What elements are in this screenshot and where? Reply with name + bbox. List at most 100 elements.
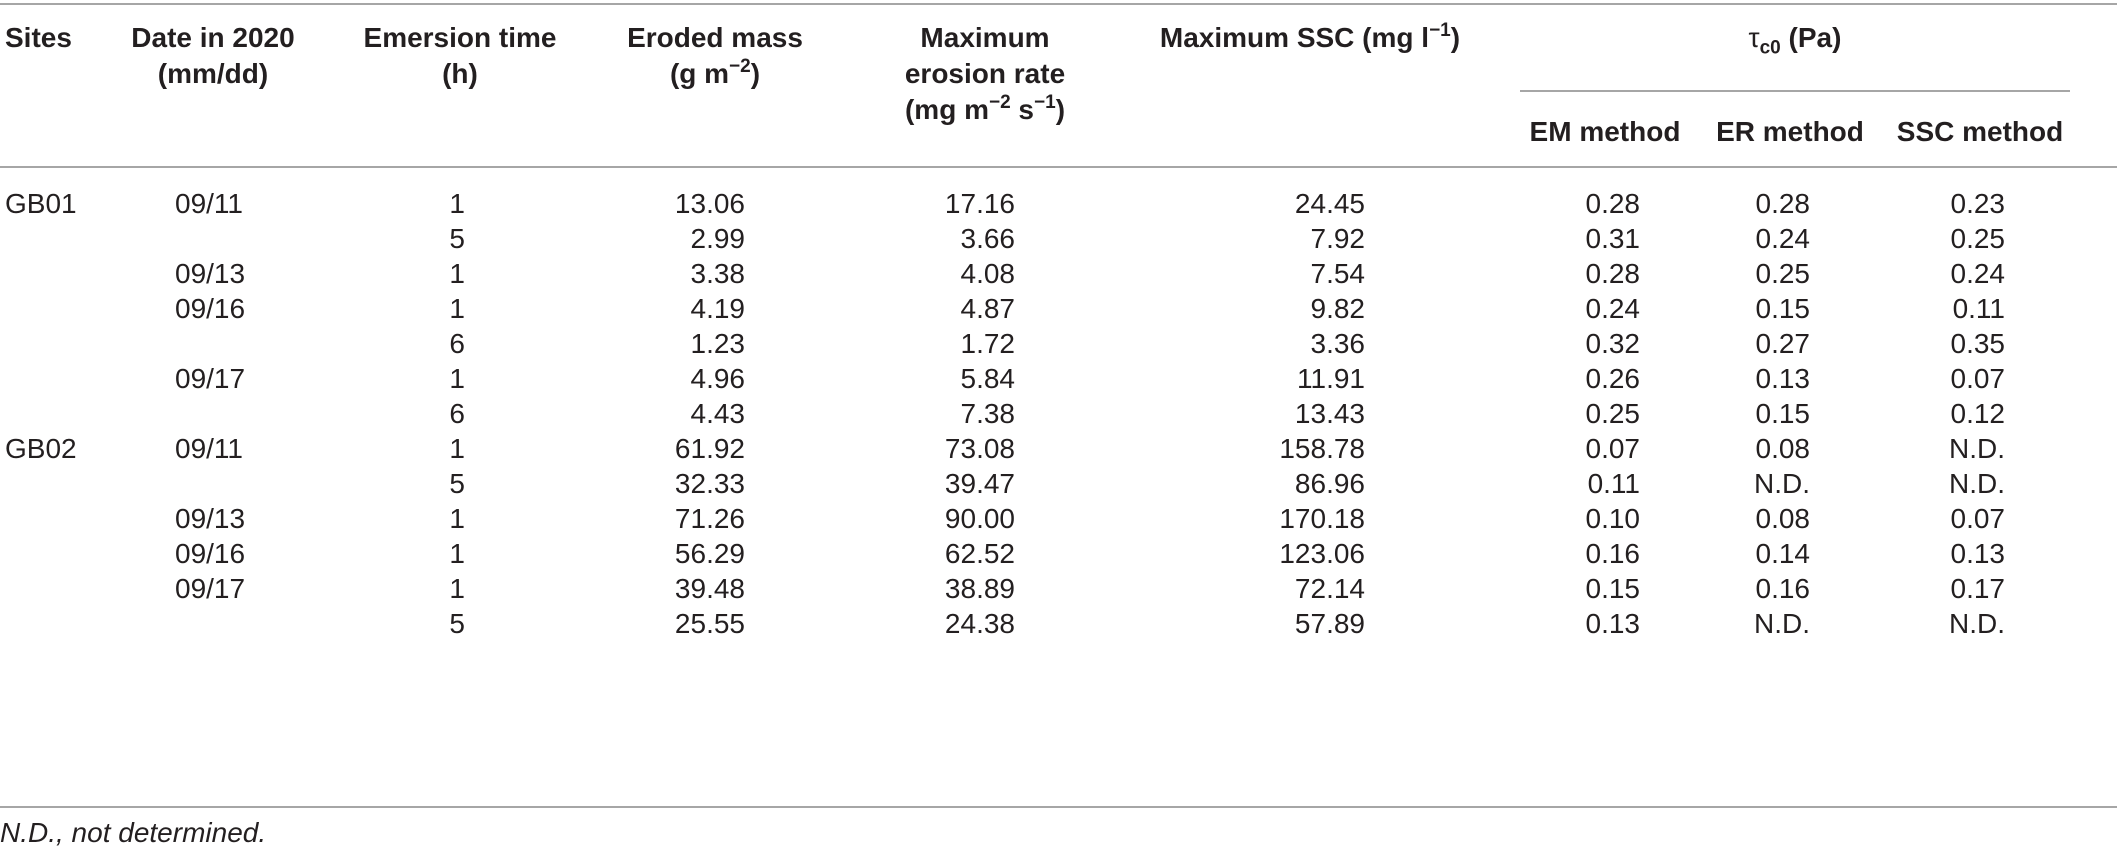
cell-em-method: 0.16 xyxy=(1585,538,1641,569)
cell-eroded-mass: 2.99 xyxy=(690,223,746,254)
header-er-method: ER method xyxy=(1716,116,1864,147)
header-date: Date in 2020 (mm/dd) xyxy=(131,22,295,89)
cell-em-method: 0.11 xyxy=(1587,468,1640,499)
cell-date: 09/11 xyxy=(175,188,243,219)
cell-er-method: 0.16 xyxy=(1755,573,1811,604)
header-em-method: EM method xyxy=(1529,116,1681,147)
cell-date: 09/17 xyxy=(175,363,246,394)
cell-ssc-method: 0.17 xyxy=(1950,573,2006,604)
cell-max-ssc: 72.14 xyxy=(1294,573,1365,604)
cell-ssc-method: 0.11 xyxy=(1952,293,2005,324)
cell-eroded-mass: 61.92 xyxy=(674,433,745,464)
cell-max-erosion-rate: 3.66 xyxy=(960,223,1016,254)
cell-ssc-method: 0.07 xyxy=(1950,503,2006,534)
cell-max-erosion-rate: 73.08 xyxy=(944,433,1015,464)
cell-eroded-mass: 3.38 xyxy=(690,258,746,289)
cell-er-method: 0.13 xyxy=(1755,363,1811,394)
cell-er-method: 0.27 xyxy=(1755,328,1811,359)
header-eroded-mass: Eroded mass (g m−2) xyxy=(627,22,803,89)
cell-max-erosion-rate: 7.38 xyxy=(960,398,1016,429)
table-bottom-rule xyxy=(0,806,2117,808)
cell-eroded-mass: 4.96 xyxy=(690,363,746,394)
cell-emersion-time: 5 xyxy=(449,223,465,254)
cell-emersion-time: 1 xyxy=(449,433,465,464)
cell-emersion-time: 5 xyxy=(449,468,465,499)
cell-ssc-method: N.D. xyxy=(1949,433,2005,464)
cell-max-erosion-rate: 5.84 xyxy=(960,363,1016,394)
cell-emersion-time: 1 xyxy=(449,573,465,604)
cell-max-erosion-rate: 90.00 xyxy=(944,503,1015,534)
cell-max-erosion-rate: 24.38 xyxy=(944,608,1015,639)
header-sites: Sites xyxy=(5,22,72,53)
header-max-erosion-rate: Maximum erosion rate (mg m−2 s−1) xyxy=(904,22,1066,125)
header-ssc-method: SSC method xyxy=(1896,116,2064,147)
cell-max-erosion-rate: 39.47 xyxy=(944,468,1015,499)
cell-er-method: N.D. xyxy=(1754,608,1810,639)
cell-ssc-method: 0.23 xyxy=(1950,188,2006,219)
cell-max-ssc: 170.18 xyxy=(1279,503,1365,534)
cell-max-ssc: 123.06 xyxy=(1279,538,1365,569)
cell-emersion-time: 5 xyxy=(449,608,465,639)
cell-max-ssc: 11.91 xyxy=(1297,363,1365,394)
cell-em-method: 0.31 xyxy=(1585,223,1641,254)
cell-em-method: 0.28 xyxy=(1585,258,1641,289)
cell-date: 09/17 xyxy=(175,573,246,604)
cell-em-method: 0.13 xyxy=(1585,608,1641,639)
cell-max-erosion-rate: 38.89 xyxy=(944,573,1015,604)
cell-er-method: 0.08 xyxy=(1755,503,1811,534)
cell-max-ssc: 7.54 xyxy=(1310,258,1366,289)
cell-eroded-mass: 32.33 xyxy=(674,468,745,499)
cell-ssc-method: N.D. xyxy=(1949,608,2005,639)
cell-max-ssc: 3.36 xyxy=(1310,328,1366,359)
cell-ssc-method: N.D. xyxy=(1949,468,2005,499)
cell-max-erosion-rate: 17.16 xyxy=(944,188,1015,219)
cell-em-method: 0.24 xyxy=(1585,293,1641,324)
cell-ssc-method: 0.07 xyxy=(1950,363,2006,394)
cell-eroded-mass: 25.55 xyxy=(674,608,745,639)
cell-er-method: 0.08 xyxy=(1755,433,1811,464)
cell-max-ssc: 57.89 xyxy=(1294,608,1365,639)
cell-ssc-method: 0.25 xyxy=(1950,223,2006,254)
cell-em-method: 0.07 xyxy=(1585,433,1641,464)
header-bottom-rule xyxy=(0,166,2117,168)
cell-date: 09/13 xyxy=(175,503,246,534)
table-footnote: N.D., not determined. xyxy=(0,817,267,848)
cell-date: 09/16 xyxy=(175,538,246,569)
cell-em-method: 0.10 xyxy=(1585,503,1641,534)
cell-ssc-method: 0.12 xyxy=(1950,398,2006,429)
cell-emersion-time: 1 xyxy=(449,293,465,324)
cell-ssc-method: 0.35 xyxy=(1950,328,2006,359)
cell-er-method: 0.28 xyxy=(1755,188,1811,219)
cell-emersion-time: 1 xyxy=(449,538,465,569)
cell-date: 09/13 xyxy=(175,258,246,289)
tau-group-rule xyxy=(1520,90,2070,92)
cell-er-method: N.D. xyxy=(1754,468,1810,499)
table-top-rule xyxy=(0,3,2117,5)
cell-er-method: 0.24 xyxy=(1755,223,1811,254)
cell-max-erosion-rate: 4.87 xyxy=(960,293,1016,324)
cell-eroded-mass: 13.06 xyxy=(674,188,745,219)
cell-site: GB01 xyxy=(5,188,77,219)
cell-emersion-time: 1 xyxy=(449,363,465,394)
cell-emersion-time: 1 xyxy=(449,258,465,289)
cell-eroded-mass: 71.26 xyxy=(674,503,745,534)
cell-ssc-method: 0.13 xyxy=(1950,538,2006,569)
cell-eroded-mass: 39.48 xyxy=(674,573,745,604)
cell-eroded-mass: 56.29 xyxy=(674,538,745,569)
cell-eroded-mass: 4.43 xyxy=(690,398,746,429)
cell-er-method: 0.15 xyxy=(1755,293,1811,324)
cell-date: 09/11 xyxy=(175,433,243,464)
cell-max-ssc: 13.43 xyxy=(1294,398,1365,429)
cell-date: 09/16 xyxy=(175,293,246,324)
cell-em-method: 0.32 xyxy=(1585,328,1641,359)
cell-emersion-time: 6 xyxy=(449,328,465,359)
cell-max-ssc: 24.45 xyxy=(1294,188,1365,219)
header-emersion-time: Emersion time (h) xyxy=(363,22,557,89)
header-max-ssc: Maximum SSC (mg l−1) xyxy=(1159,19,1461,53)
cell-max-ssc: 9.82 xyxy=(1310,293,1366,324)
cell-er-method: 0.25 xyxy=(1755,258,1811,289)
cell-max-erosion-rate: 4.08 xyxy=(960,258,1016,289)
cell-eroded-mass: 4.19 xyxy=(690,293,746,324)
cell-site: GB02 xyxy=(5,433,77,464)
header-tau-c0: τc0 (Pa) xyxy=(1748,22,1842,59)
